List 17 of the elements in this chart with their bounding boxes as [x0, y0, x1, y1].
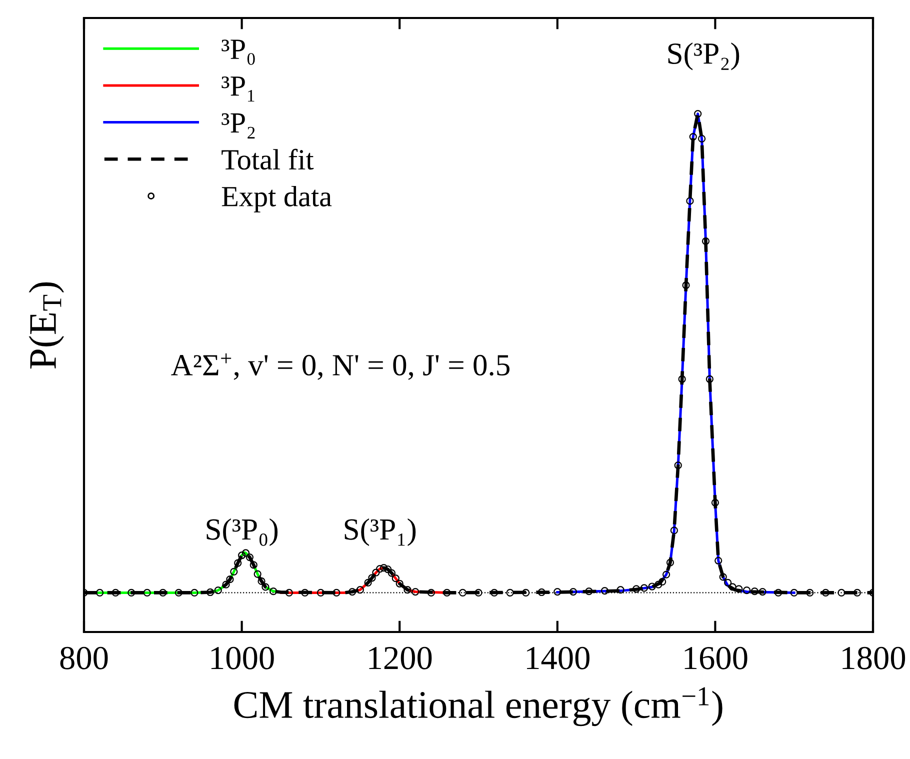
legend-label: ³P₀ — [222, 40, 255, 65]
legend-label: Total fit — [222, 148, 314, 170]
annotation: S(³P₀) — [206, 518, 278, 546]
annotation: S(³P₁) — [344, 518, 416, 546]
x-axis-title: CM translational energy (cm$^{−1}$) — [234, 687, 722, 726]
x-tick-label: 1200 — [369, 646, 432, 670]
annotation: A²Σ$^{+}$, v' = 0, N' = 0, J' = 0.5 — [171, 353, 510, 380]
legend-label: Expt data — [222, 186, 332, 212]
x-tick-label: 1600 — [684, 646, 748, 670]
legend-label: ³P₂ — [222, 113, 255, 138]
text: S(³P₂) — [668, 42, 740, 70]
x-tick-label: 800 — [60, 646, 108, 670]
y-axis-title: P(E$_{T}$) — [28, 282, 64, 369]
legend-label: ³P₁ — [222, 76, 254, 102]
x-tick-label: 1400 — [527, 646, 590, 670]
x-tick-label: 1000 — [211, 646, 274, 670]
x-tick-label: 1800 — [842, 646, 906, 670]
